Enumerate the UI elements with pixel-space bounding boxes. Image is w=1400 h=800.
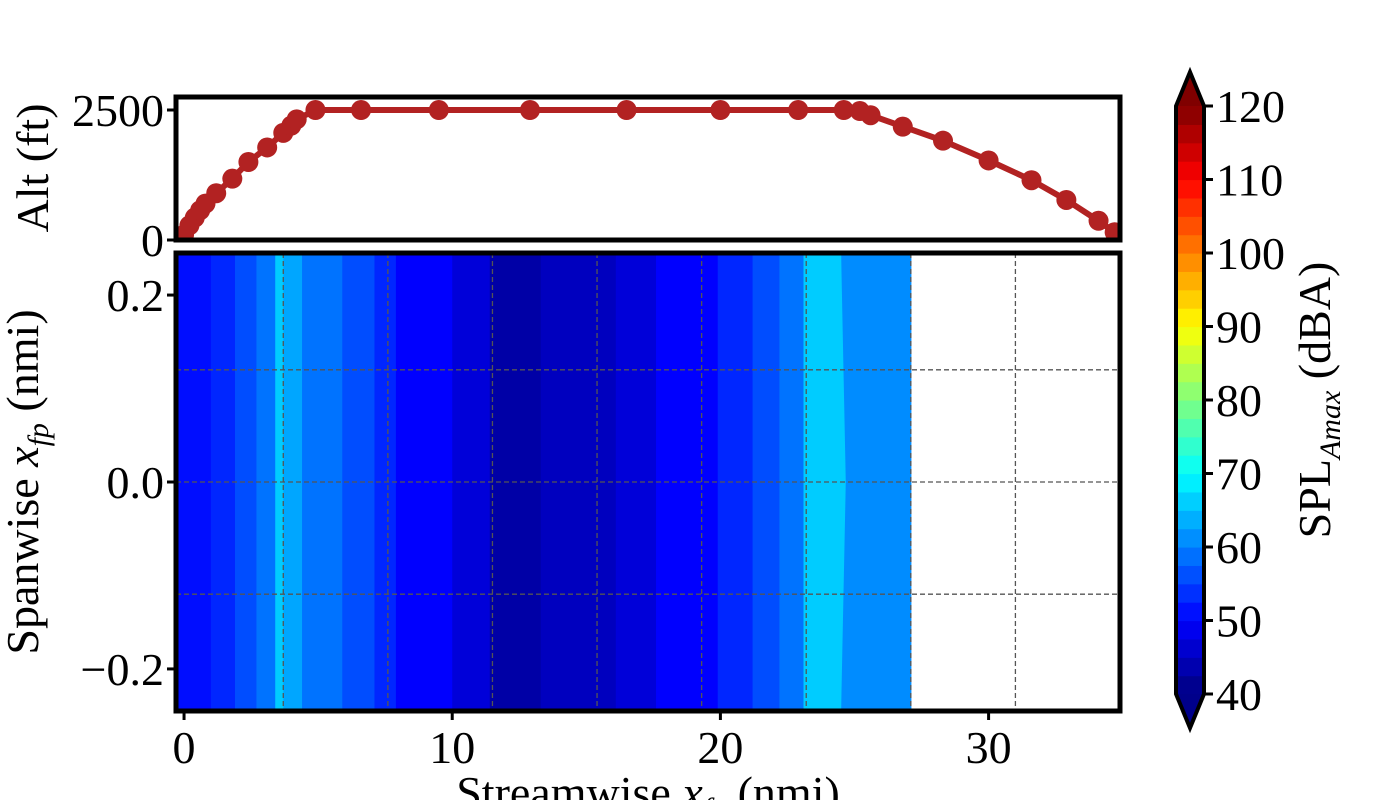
- altitude-point: [305, 100, 326, 120]
- altitude-point: [1021, 170, 1042, 191]
- altitude-point: [978, 150, 999, 171]
- colorbar-segment: [1176, 234, 1204, 254]
- colorbar-segment: [1176, 583, 1204, 603]
- altitude-point: [616, 100, 637, 120]
- y-tick-label: 0.0: [107, 457, 165, 508]
- y-tick-label: −0.2: [81, 644, 164, 695]
- altitude-y-tick-label: 2500: [72, 85, 164, 136]
- colorbar-segment: [1176, 179, 1204, 199]
- altitude-point: [428, 100, 449, 120]
- colorbar-segment: [1176, 106, 1204, 125]
- altitude-point: [351, 100, 372, 120]
- x-tick-label: 30: [966, 722, 1012, 773]
- colorbar-tick-label: 100: [1216, 228, 1285, 279]
- altitude-point: [933, 130, 953, 151]
- colorbar-tick-label: 120: [1216, 81, 1285, 132]
- colorbar-ticks: 40 50 60 70 80 90 100 110 120: [1204, 81, 1285, 720]
- colorbar-segment: [1176, 124, 1204, 144]
- altitude-point: [206, 183, 227, 204]
- altitude-point: [710, 100, 731, 120]
- altitude-frame: [173, 94, 1123, 243]
- colorbar-segment: [1176, 326, 1204, 346]
- colorbar-segment: [1176, 528, 1204, 548]
- colorbar-tick-label: 60: [1216, 522, 1262, 573]
- colorbar-segment: [1176, 161, 1204, 181]
- altitude-line: [181, 107, 1117, 237]
- colorbar-tick-label: 110: [1216, 155, 1283, 206]
- colorbar-tick-label: 90: [1216, 302, 1262, 353]
- contour-y-label: Spanwise xfp (nmi): [0, 309, 55, 654]
- colorbar-segment: [1176, 344, 1204, 364]
- colorbar-segment: [1176, 308, 1204, 328]
- colorbar-tick-label: 80: [1216, 375, 1262, 426]
- colorbar: 40 50 60 70 80 90 100 110 120 SPLAmax (dBA): [1174, 66, 1347, 734]
- altitude-y-label: Alt (ft): [7, 103, 58, 232]
- colorbar-tick-label: 50: [1216, 596, 1262, 647]
- y-tick-label: 0.2: [107, 270, 165, 321]
- colorbar-segment: [1176, 491, 1204, 511]
- altitude-point: [1088, 210, 1109, 231]
- colorbar-segment: [1176, 216, 1204, 236]
- colorbar-extend-max: [1176, 72, 1204, 106]
- colorbar-segment: [1176, 455, 1204, 475]
- colorbar-tick-label: 40: [1216, 669, 1262, 720]
- colorbar-segment: [1176, 381, 1204, 401]
- altitude-point: [286, 109, 307, 130]
- colorbar-tick-label: 70: [1216, 449, 1262, 500]
- colorbar-segment: [1176, 638, 1204, 658]
- altitude-point: [833, 100, 854, 120]
- contour-x-label: Streamwise xfp (nmi): [456, 767, 840, 800]
- colorbar-segment: [1176, 418, 1204, 438]
- contour-band: [210, 253, 236, 711]
- altitude-point: [520, 100, 540, 120]
- colorbar-segment: [1176, 142, 1204, 162]
- x-tick-label: 10: [429, 722, 475, 773]
- contour-x-ticks: 0 10 20 30: [173, 711, 1012, 773]
- contour-band: [275, 253, 284, 711]
- x-tick-label: 20: [697, 722, 743, 773]
- colorbar-segment: [1176, 473, 1204, 493]
- colorbar-segment: [1176, 510, 1204, 530]
- altitude-point: [257, 137, 278, 158]
- colorbar-segment: [1176, 197, 1204, 217]
- altitude-points: [176, 100, 1120, 240]
- altitude-point: [860, 105, 881, 126]
- colorbar-segments: [1176, 106, 1204, 695]
- colorbar-segment: [1176, 436, 1204, 456]
- x-tick-label: 0: [173, 722, 196, 773]
- colorbar-segment: [1176, 400, 1204, 419]
- colorbar-segment: [1176, 363, 1204, 383]
- colorbar-segment: [1176, 620, 1204, 640]
- altitude-panel: 0 2500 Alt (ft): [7, 85, 1123, 266]
- colorbar-segment: [1176, 675, 1204, 695]
- contour-band: [752, 253, 781, 711]
- colorbar-segment: [1176, 547, 1204, 566]
- contour-grid: [176, 253, 1120, 711]
- colorbar-segment: [1176, 253, 1204, 272]
- altitude-point: [892, 116, 913, 137]
- colorbar-segment: [1176, 657, 1204, 677]
- colorbar-segment: [1176, 271, 1204, 291]
- contour-band: [235, 253, 258, 711]
- altitude-point: [1056, 189, 1077, 210]
- altitude-point: [788, 100, 809, 120]
- altitude-point: [238, 152, 259, 172]
- colorbar-segment: [1176, 602, 1204, 622]
- contour-y-ticks: 0.2 0.0 −0.2: [81, 270, 176, 695]
- colorbar-label: SPLAmax (dBA): [1289, 262, 1347, 539]
- colorbar-segment: [1176, 289, 1204, 309]
- altitude-y-tick-label: 0: [141, 215, 164, 266]
- altitude-point: [222, 168, 243, 189]
- contour-panel: 0 10 20 30 0.2 0.0 −0.2 Spanwise xfp (nmi) St…: [0, 250, 1123, 800]
- colorbar-segment: [1176, 565, 1204, 585]
- altitude-point: [1104, 222, 1120, 240]
- colorbar-extend-min: [1176, 694, 1204, 728]
- altitude-y-ticks: 0 2500: [72, 85, 176, 266]
